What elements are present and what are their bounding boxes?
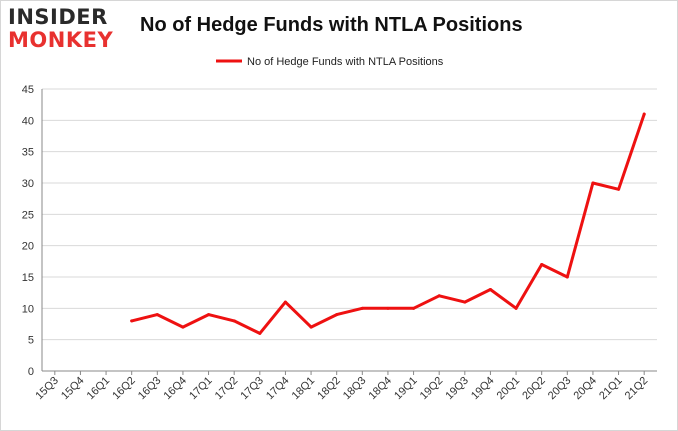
data-point	[412, 306, 416, 310]
logo-line-1: INSIDER	[8, 5, 108, 29]
y-tick-label: 45	[22, 84, 34, 96]
x-tick-label: 16Q4	[162, 375, 190, 403]
y-tick-label: 20	[22, 241, 34, 253]
x-tick-label: 20Q2	[520, 375, 548, 403]
x-tick-label: 17Q4	[264, 375, 292, 403]
x-tick-label: 16Q1	[85, 375, 113, 403]
y-axis: 0 5 10 15 20 25 30 35 40 45	[22, 84, 43, 378]
x-tick-label: 20Q3	[546, 375, 574, 403]
series-layer	[130, 112, 646, 335]
x-tick-label: 20Q1	[495, 375, 523, 403]
data-point	[617, 187, 621, 191]
x-tick-label: 15Q3	[33, 375, 61, 403]
grid-lines	[42, 88, 657, 341]
x-tick-label: 19Q4	[469, 375, 497, 403]
x-tick-label: 21Q2	[623, 375, 651, 403]
x-tick-label: 18Q3	[341, 375, 369, 403]
x-tick-label: 16Q3	[136, 375, 164, 403]
x-axis: 15Q315Q416Q116Q216Q316Q417Q117Q217Q317Q4…	[33, 370, 657, 403]
data-point	[437, 294, 441, 298]
x-tick-label: 19Q3	[443, 375, 471, 403]
insider-monkey-logo: INSIDER MONKEY	[8, 6, 130, 56]
data-point	[565, 275, 569, 279]
x-tick-label: 19Q2	[418, 375, 446, 403]
data-point	[386, 306, 390, 310]
data-point	[130, 319, 134, 323]
x-tick-label: 17Q3	[238, 375, 266, 403]
y-tick-label: 30	[22, 178, 34, 190]
data-point	[540, 262, 544, 266]
legend: No of Hedge Funds with NTLA Positions	[216, 56, 444, 68]
data-point	[514, 306, 518, 310]
y-tick-label: 35	[22, 147, 34, 159]
x-tick-label: 16Q2	[110, 375, 138, 403]
data-point	[335, 313, 339, 317]
x-tick-label: 20Q4	[572, 375, 600, 403]
data-point	[309, 325, 313, 329]
data-point	[181, 325, 185, 329]
y-tick-label: 25	[22, 209, 34, 221]
x-tick-label: 18Q4	[367, 375, 395, 403]
data-point	[488, 288, 492, 292]
x-tick-label: 19Q1	[392, 375, 420, 403]
x-tick-label: 18Q1	[290, 375, 318, 403]
data-point	[360, 306, 364, 310]
data-point	[591, 181, 595, 185]
x-tick-label: 17Q2	[213, 375, 241, 403]
data-point	[642, 112, 646, 116]
y-tick-label: 10	[22, 303, 34, 315]
y-tick-label: 0	[28, 366, 34, 378]
logo-line-2: MONKEY	[8, 28, 114, 52]
legend-label: No of Hedge Funds with NTLA Positions	[247, 56, 444, 68]
x-tick-label: 15Q4	[59, 375, 87, 403]
x-tick-label: 17Q1	[187, 375, 215, 403]
data-point	[207, 313, 211, 317]
y-tick-label: 5	[28, 335, 34, 347]
data-point	[258, 331, 262, 335]
x-tick-label: 21Q1	[597, 375, 625, 403]
series-line	[130, 112, 646, 335]
chart-title: No of Hedge Funds with NTLA Positions	[140, 14, 523, 36]
data-point	[463, 300, 467, 304]
y-tick-label: 15	[22, 272, 34, 284]
data-point	[283, 300, 287, 304]
x-tick-label: 18Q2	[315, 375, 343, 403]
y-tick-label: 40	[22, 115, 34, 127]
data-point	[155, 313, 159, 317]
data-point	[232, 319, 236, 323]
